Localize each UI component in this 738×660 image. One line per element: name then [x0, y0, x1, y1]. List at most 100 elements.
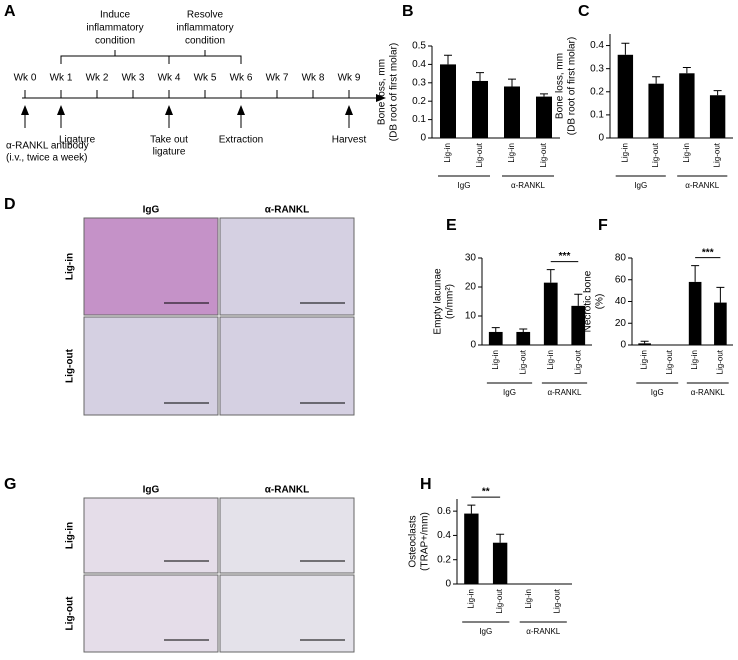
histology-image	[219, 217, 355, 316]
x-tick-label: Lig-out	[715, 349, 724, 374]
y-axis-label: Bone loss, mm	[555, 53, 566, 119]
panel-letter: G	[4, 476, 16, 493]
week-label: Wk 6	[230, 73, 253, 84]
week-label: Wk 4	[158, 73, 181, 84]
error-bar	[546, 269, 555, 283]
y-tick-label: 0.2	[412, 96, 426, 107]
week-label: Wk 5	[194, 73, 217, 84]
week-label: Wk 2	[86, 73, 109, 84]
event-label: Ligature	[59, 135, 96, 146]
x-tick-label: Lig-in	[640, 350, 649, 370]
bar	[543, 282, 558, 345]
x-tick-label: Lig-out	[539, 142, 548, 167]
error-bar	[476, 72, 484, 81]
y-tick-label: 30	[465, 253, 477, 264]
y-tick-label: 0	[470, 340, 476, 351]
x-tick-label: Lig-out	[651, 142, 660, 167]
panel-letter: F	[598, 217, 608, 234]
y-axis-label: (TRAP+/mm)	[420, 512, 431, 571]
error-bar	[621, 42, 630, 55]
week-label: Wk 3	[122, 73, 145, 84]
y-axis-label: Empty lacunae	[433, 268, 444, 335]
group-label: α-RANKL	[526, 627, 561, 636]
bar	[709, 95, 726, 138]
bar	[617, 54, 634, 138]
x-tick-label: Lig-in	[491, 350, 500, 370]
y-axis-label: (DB root of first molar)	[567, 37, 578, 135]
histology-image	[83, 497, 219, 574]
group-label: α-RANKL	[548, 388, 583, 397]
x-tick-label: Lig-out	[665, 349, 674, 374]
column-header: α-RANKL	[265, 485, 309, 496]
y-tick-label: 0.4	[590, 40, 604, 51]
error-bar	[519, 328, 528, 332]
x-tick-label: Lig-out	[713, 142, 722, 167]
panel-letter: B	[402, 3, 414, 20]
histology-image	[219, 497, 355, 574]
error-bar	[652, 76, 661, 84]
histology-image	[83, 217, 219, 316]
x-tick-label: Lig-out	[518, 349, 527, 374]
event-label: Take out	[150, 135, 188, 146]
phase-label: condition	[95, 36, 135, 47]
bar	[536, 96, 552, 138]
error-bar	[716, 286, 725, 303]
significance-label: **	[482, 487, 490, 498]
panel-letter: E	[446, 217, 457, 234]
histology-image	[83, 316, 219, 416]
phase-bracket	[168, 50, 242, 64]
row-header: Lig-in	[65, 253, 76, 280]
y-tick-label: 40	[615, 296, 627, 307]
phase-bracket	[60, 50, 170, 64]
error-bar	[713, 90, 722, 96]
y-tick-label: 10	[465, 311, 477, 322]
error-bar	[491, 327, 500, 332]
histology-image	[83, 574, 219, 653]
week-label: Wk 1	[50, 73, 73, 84]
phase-label: inflammatory	[86, 23, 143, 34]
phase-label: condition	[185, 36, 225, 47]
event-label: (i.v., twice a week)	[6, 153, 88, 164]
error-bar	[640, 340, 649, 344]
column-header: IgG	[143, 205, 160, 216]
y-tick-label: 0.2	[590, 86, 604, 97]
y-tick-label: 0	[620, 340, 626, 351]
y-axis-label: (DB root of first molar)	[389, 43, 400, 141]
x-tick-label: Lig-in	[690, 350, 699, 370]
y-tick-label: 0.1	[412, 114, 426, 125]
y-tick-label: 0	[420, 133, 426, 144]
y-tick-label: 0.3	[590, 63, 604, 74]
y-axis-label: Osteoclasts	[408, 515, 419, 567]
y-axis-label: Bone loss, mm	[377, 59, 388, 125]
x-tick-label: Lig-out	[475, 142, 484, 167]
y-tick-label: 0	[445, 579, 451, 590]
error-bar	[682, 67, 691, 74]
phase-label: inflammatory	[176, 23, 233, 34]
group-label: IgG	[651, 388, 664, 397]
x-tick-label: Lig-in	[682, 143, 691, 163]
column-header: α-RANKL	[265, 205, 309, 216]
group-label: α-RANKL	[511, 181, 546, 190]
error-bar	[574, 293, 583, 306]
x-tick-label: Lig-in	[620, 143, 629, 163]
x-tick-label: Lig-out	[553, 588, 562, 613]
x-tick-label: Lig-in	[546, 350, 555, 370]
column-header: IgG	[143, 485, 160, 496]
row-header: Lig-in	[65, 522, 76, 549]
y-axis-label: (n/mm²)	[445, 284, 456, 319]
bar	[688, 281, 702, 345]
x-tick-label: Lig-in	[466, 589, 475, 609]
significance-label: ***	[559, 251, 571, 262]
bar	[714, 302, 727, 345]
y-tick-label: 80	[615, 253, 627, 264]
x-tick-label: Lig-out	[495, 588, 504, 613]
row-header: Lig-out	[65, 348, 76, 383]
week-label: Wk 8	[302, 73, 325, 84]
group-label: α-RANKL	[685, 181, 720, 190]
bar	[679, 73, 695, 138]
x-tick-label: Lig-out	[573, 349, 582, 374]
error-bar	[467, 504, 476, 514]
panel-letter: A	[4, 3, 16, 20]
y-tick-label: 20	[615, 318, 627, 329]
x-tick-label: Lig-in	[507, 143, 516, 163]
